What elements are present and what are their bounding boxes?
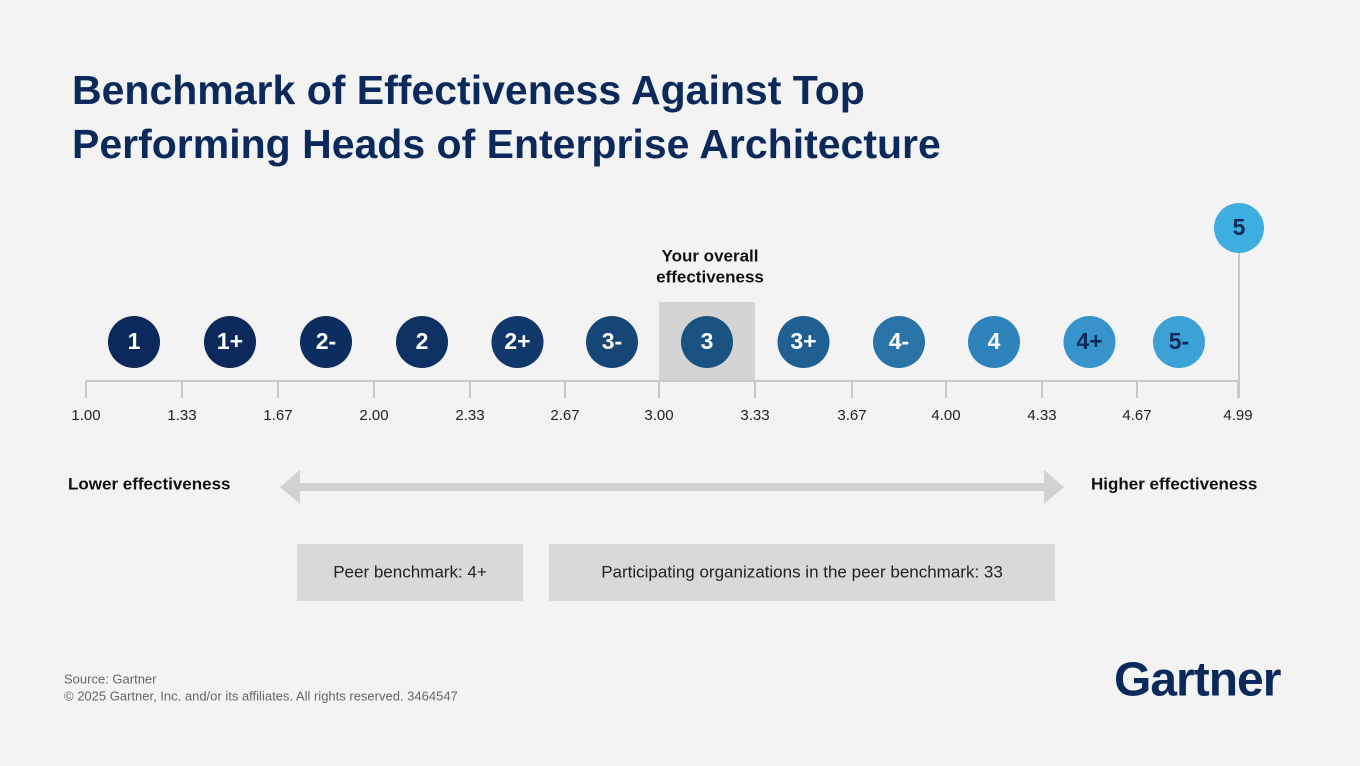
tick-label: 1.67 — [263, 407, 292, 424]
tick-label: 4.00 — [931, 407, 960, 424]
title: Benchmark of Effectiveness Against Top — [72, 67, 865, 113]
level-label: 3- — [602, 328, 622, 354]
arrow-head — [1044, 470, 1064, 504]
tick-label: 3.00 — [644, 407, 673, 424]
info-box — [297, 544, 523, 601]
level-label: 3 — [701, 328, 714, 354]
level-circle — [108, 316, 160, 368]
level-label: 2- — [316, 328, 336, 354]
source: Source: Gartner — [64, 671, 157, 686]
info-text: Participating organizations in the peer … — [601, 562, 1003, 581]
tick-label: 4.33 — [1027, 407, 1056, 424]
logo: Gartner — [1114, 654, 1281, 707]
level-circle — [1063, 316, 1116, 368]
level-circle — [873, 316, 925, 368]
level-label: 5- — [1169, 328, 1189, 354]
info-text: Peer benchmark: 4+ — [333, 562, 487, 581]
level-circle — [300, 316, 352, 368]
arrow-head — [280, 470, 300, 504]
highlight-label: effectiveness — [656, 267, 764, 286]
tick-label: 2.33 — [455, 407, 484, 424]
tick-label: 4.67 — [1122, 407, 1151, 424]
tick-label: 3.33 — [740, 407, 769, 424]
tick-label: 3.67 — [837, 407, 866, 424]
level-circle — [681, 316, 733, 368]
level-label: 2+ — [504, 328, 530, 354]
level-label: 4 — [988, 328, 1001, 354]
scale-left: Lower effectiveness — [68, 474, 231, 493]
tick-label: 4.99 — [1223, 407, 1252, 424]
level-circle — [396, 316, 448, 368]
level-label: 5 — [1233, 214, 1246, 240]
level-label: 2 — [416, 328, 429, 354]
level-circle — [586, 316, 638, 368]
tick-label: 1.00 — [71, 407, 100, 424]
level-circle — [1153, 316, 1205, 368]
level-circle — [204, 316, 256, 368]
level-circle — [491, 316, 544, 368]
title: Performing Heads of Enterprise Architect… — [72, 121, 941, 167]
scale-right: Higher effectiveness — [1091, 474, 1257, 493]
level-circle — [1214, 203, 1264, 253]
level-label: 4+ — [1076, 328, 1102, 354]
tick-label: 2.67 — [550, 407, 579, 424]
level-label: 1 — [128, 328, 141, 354]
tick-label: 1.33 — [167, 407, 196, 424]
level-circle — [777, 316, 830, 368]
info-box — [549, 544, 1055, 601]
copyright: © 2025 Gartner, Inc. and/or its affiliat… — [64, 688, 458, 703]
level-circle — [968, 316, 1020, 368]
tick-label: 2.00 — [359, 407, 388, 424]
level-label: 3+ — [790, 328, 816, 354]
level-label: 1+ — [217, 328, 243, 354]
highlight-label: Your overall — [662, 246, 759, 265]
level-label: 4- — [889, 328, 909, 354]
